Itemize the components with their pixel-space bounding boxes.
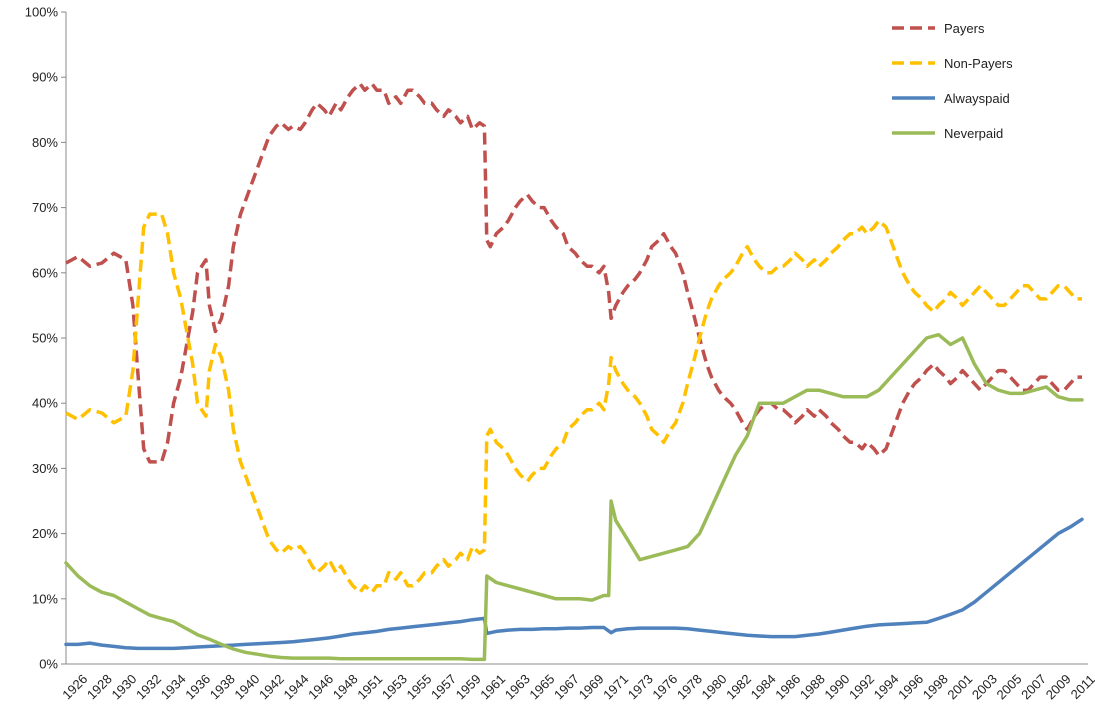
x-tick-label: 1961: [477, 671, 508, 702]
x-tick-label: 1936: [182, 671, 213, 702]
series-line-payers: [65, 81, 1082, 464]
legend-label: Payers: [944, 21, 985, 36]
x-tick-label: 1951: [354, 671, 385, 702]
x-tick-label: 1992: [846, 671, 877, 702]
x-tick-label: 1948: [330, 671, 361, 702]
x-tick-label: 2005: [994, 671, 1025, 702]
x-tick-label: 1959: [453, 671, 484, 702]
y-tick-label: 60%: [32, 265, 58, 280]
x-tick-label: 1942: [256, 671, 287, 702]
x-tick-label: 1969: [576, 671, 607, 702]
x-tick-label: 1971: [600, 671, 631, 702]
legend: Payers Non-Payers Alwayspaid Neverpaid: [892, 21, 1013, 141]
x-tick-label: 2011: [1068, 672, 1095, 702]
x-tick-label: 2003: [969, 671, 1000, 702]
y-tick-label: 40%: [32, 396, 58, 411]
x-tick-label: 1957: [428, 671, 459, 702]
x-tick-label: 1988: [797, 671, 828, 702]
x-tick-label: 1967: [551, 671, 582, 702]
x-tick-label: 1926: [59, 671, 90, 702]
x-tick-label: 1994: [871, 671, 902, 702]
x-tick-label: 1934: [158, 671, 189, 702]
y-tick-label: 0%: [39, 657, 58, 672]
y-tick-label: 80%: [32, 135, 58, 150]
x-tick-label: 1998: [920, 671, 951, 702]
y-axis-tick-labels: 0% 10% 20% 30% 40% 50% 60% 70% 80% 90% 100%: [25, 5, 59, 672]
series-lines: [64, 81, 1084, 662]
y-tick-label: 70%: [32, 200, 58, 215]
x-tick-label: 1946: [305, 671, 336, 702]
x-tick-label: 1990: [821, 671, 852, 702]
x-tick-label: 1973: [625, 671, 656, 702]
x-tick-label: 1963: [502, 671, 533, 702]
y-tick-label: 50%: [32, 331, 58, 346]
x-tick-label: 1955: [403, 671, 434, 702]
legend-label: Alwayspaid: [944, 91, 1010, 106]
series-line-alwayspaid: [64, 517, 1084, 651]
y-tick-label: 30%: [32, 461, 58, 476]
x-tick-label: 1930: [108, 671, 139, 702]
x-tick-label: 2001: [944, 671, 975, 702]
x-axis-tick-labels: 1926192819301932193419361938194019421944…: [59, 671, 1095, 702]
x-tick-label: 1965: [526, 671, 557, 702]
y-tick-label: 20%: [32, 526, 58, 541]
x-tick-label: 1982: [723, 671, 754, 702]
x-tick-label: 2007: [1018, 671, 1049, 702]
y-tick-label: 100%: [25, 5, 59, 20]
x-tick-label: 1980: [699, 671, 730, 702]
series-line-neverpaid: [64, 332, 1084, 662]
x-tick-label: 1986: [772, 671, 803, 702]
legend-label: Neverpaid: [944, 126, 1003, 141]
x-tick-label: 1984: [748, 671, 779, 702]
x-tick-label: 1976: [649, 671, 680, 702]
x-tick-label: 1938: [207, 671, 238, 702]
x-tick-label: 1978: [674, 671, 705, 702]
x-tick-label: 1953: [379, 671, 410, 702]
x-tick-label: 2009: [1043, 671, 1074, 702]
x-tick-label: 1932: [133, 671, 164, 702]
x-tick-label: 1928: [84, 671, 115, 702]
x-tick-label: 1996: [895, 671, 926, 702]
legend-label: Non-Payers: [944, 56, 1013, 71]
y-tick-label: 10%: [32, 591, 58, 606]
series-line-non-payers: [65, 212, 1082, 595]
axes: [65, 12, 1088, 665]
x-tick-label: 1944: [281, 671, 312, 702]
y-tick-label: 90%: [32, 70, 58, 85]
x-tick-label: 1940: [231, 671, 262, 702]
y-axis-tick-marks: [61, 11, 66, 665]
